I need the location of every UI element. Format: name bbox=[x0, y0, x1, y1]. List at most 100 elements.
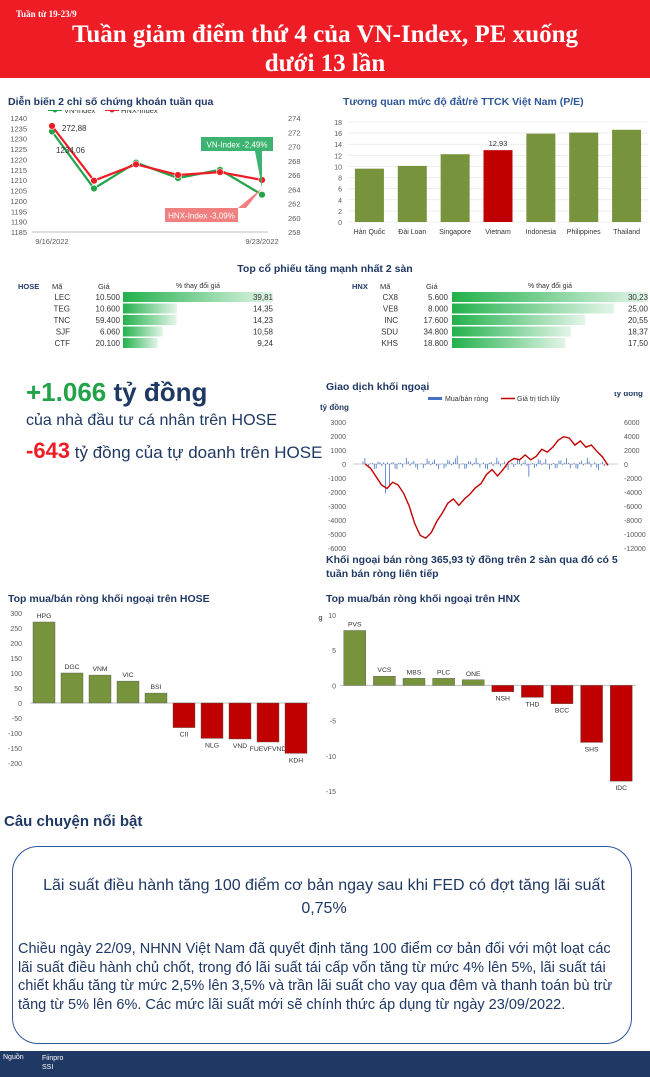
legend-hnx-dot bbox=[109, 110, 115, 113]
hnx-change-callout bbox=[165, 208, 238, 222]
left-tick-label: -1000 bbox=[328, 476, 346, 483]
right-tick-label: -6000 bbox=[624, 504, 642, 511]
right-tick-label: 6000 bbox=[624, 420, 640, 427]
hose-row-code: CTF bbox=[54, 339, 70, 348]
y-tick-label: 5 bbox=[332, 648, 336, 655]
hnx-foreign-chart: tỷ đồng 10 5 0 -5 -10 -15 PVS VCS MBS PLC ONE NSH THD… bbox=[318, 613, 636, 796]
right-tick-label: 268 bbox=[288, 157, 301, 166]
left-tick-label: 1225 bbox=[10, 145, 27, 154]
hnx-row-price: 8.000 bbox=[428, 305, 449, 314]
hnx-foreign-label: NSH bbox=[496, 696, 510, 703]
hose-foreign-label: KDH bbox=[289, 757, 303, 764]
hose-foreign-chart: 300 250 200 150 100 50 0 -50 -100 -150 -200 HPG DGC V… bbox=[8, 611, 310, 768]
y-tick-label: -15 bbox=[326, 789, 336, 796]
source-value: Fiinpro SSI bbox=[42, 1055, 64, 1071]
hnx-change-label: HNX-Index -3,09% bbox=[168, 212, 235, 221]
top-gainers-table: HOSE Mã Giá % thay đổi giá LEC 10.500 39,81 TEG… bbox=[18, 282, 649, 348]
footer-bar bbox=[0, 1051, 650, 1077]
x-tick-label: 9/16/2022 bbox=[35, 237, 68, 246]
hose-foreign-label: VIC bbox=[122, 672, 133, 679]
hnx-row-code: SDU bbox=[381, 328, 398, 337]
hose-foreign-bar bbox=[32, 621, 56, 704]
hnx-pct-bar bbox=[452, 303, 615, 314]
left-tick-label: -4000 bbox=[328, 518, 346, 525]
right-tick-label: -12000 bbox=[624, 546, 646, 552]
hose-pct-label: 14,35 bbox=[253, 305, 274, 314]
hose-foreign-label: VND bbox=[233, 743, 247, 750]
hnxindex-point bbox=[48, 122, 56, 130]
pe-bar bbox=[612, 129, 642, 222]
hose-foreign-label: CII bbox=[180, 732, 189, 739]
pe-bar bbox=[569, 132, 599, 222]
legend-net-swatch bbox=[428, 397, 442, 400]
hnx-pct-label: 30,23 bbox=[628, 293, 649, 302]
hnxindex-point bbox=[90, 176, 98, 185]
hnx-foreign-bar bbox=[402, 678, 426, 686]
hose-pct-label: 14,23 bbox=[253, 316, 274, 325]
x-tick-label: 9/23/2022 bbox=[245, 237, 278, 246]
hnx-foreign-bar bbox=[461, 679, 485, 686]
hnx-row-code: KHS bbox=[382, 339, 398, 348]
left-tick-label: -5000 bbox=[328, 532, 346, 539]
y-tick-label: 2 bbox=[338, 209, 342, 216]
hose-exchange-label: HOSE bbox=[18, 282, 39, 291]
y-tick-label: 200 bbox=[10, 641, 22, 648]
hnx-pct-bar bbox=[452, 338, 566, 348]
right-tick-label: -2000 bbox=[624, 476, 642, 483]
top-gainers-title: Top cổ phiếu tăng mạnh nhất 2 sàn bbox=[237, 263, 413, 275]
hnx-foreign-bar bbox=[432, 678, 455, 686]
hose-foreign-bar bbox=[256, 702, 280, 743]
hnx-pct-bar bbox=[452, 292, 648, 302]
hnx-foreign-title: Top mua/bán ròng khối ngoại trên HNX bbox=[326, 593, 521, 605]
y-tick-label: 10 bbox=[328, 613, 336, 620]
left-tick-label: 1230 bbox=[10, 135, 27, 144]
hose-foreign-bar bbox=[144, 692, 168, 704]
hnx-row-code: CX8 bbox=[382, 293, 398, 302]
foreign-note: Khối ngoại bán ròng 365,93 tỷ đồng trên … bbox=[326, 554, 618, 580]
hose-row-price: 10.600 bbox=[96, 305, 121, 314]
left-tick-label: 2000 bbox=[330, 434, 346, 441]
left-tick-label: 1000 bbox=[330, 448, 346, 455]
story-body: Chiều ngày 22/09, NHNN Việt Nam đã quyết… bbox=[18, 941, 613, 1013]
pe-category-label: Vietnam bbox=[485, 229, 511, 236]
right-unit: tỷ đồng bbox=[614, 392, 643, 398]
hose-foreign-bar bbox=[228, 702, 252, 740]
right-tick-label: -4000 bbox=[624, 490, 642, 497]
pe-category-label: Indonesia bbox=[526, 229, 556, 236]
unit-label: tỷ đồng bbox=[318, 613, 323, 622]
left-tick-label: -2000 bbox=[328, 490, 346, 497]
hose-pct-label: 39,81 bbox=[253, 293, 274, 302]
hnx-foreign-label: THD bbox=[525, 701, 539, 708]
hose-row-price: 20.100 bbox=[96, 339, 121, 348]
hnxindex-point bbox=[174, 171, 182, 179]
hnx-pct-label: 18,37 bbox=[628, 328, 649, 337]
y-tick-label: -10 bbox=[326, 754, 336, 761]
hnx-pct-bar bbox=[452, 315, 586, 325]
y-tick-label: -150 bbox=[8, 746, 22, 753]
pe-bar-chart: 18 16 14 12 10 8 6 4 2 0 Hàn Quốc Đài Loan Singapore… bbox=[334, 120, 648, 236]
hose-col-code: Mã bbox=[52, 282, 63, 291]
hnx-foreign-label: MBS bbox=[407, 669, 422, 676]
hnx-pct-label: 20,55 bbox=[628, 316, 649, 325]
pe-value-label: 12,93 bbox=[489, 139, 508, 148]
right-tick-label: 270 bbox=[288, 143, 301, 152]
vn-start-label: 1234,06 bbox=[56, 146, 85, 155]
foreign-flow-chart: tỷ đồng tỷ đồng 3000 2000 1000 0 -1000 -2000 -30… bbox=[320, 392, 646, 552]
title-line-1: Tuần giảm điểm thứ 4 của VN-Index, PE xu… bbox=[71, 21, 579, 48]
y-tick-label: 4 bbox=[338, 198, 342, 205]
story-box bbox=[12, 846, 632, 1044]
hose-foreign-bar bbox=[200, 702, 224, 739]
left-tick-label: 1220 bbox=[10, 155, 27, 164]
hnx-pct-label: 17,50 bbox=[628, 339, 649, 348]
hose-foreign-label: NLG bbox=[205, 742, 219, 749]
prop-trading-stat: -643 tỷ đồng của tự doanh trên HOSE bbox=[26, 438, 326, 465]
week-label: Tuần từ 19-23/9 bbox=[16, 9, 77, 19]
left-tick-label: 1185 bbox=[11, 228, 27, 237]
pe-category-label: Philippines bbox=[567, 229, 601, 236]
left-tick-label: 0 bbox=[342, 462, 346, 469]
right-tick-label: 272 bbox=[288, 128, 301, 137]
cumulative-line bbox=[364, 435, 609, 540]
hnx-foreign-bar bbox=[343, 630, 366, 686]
